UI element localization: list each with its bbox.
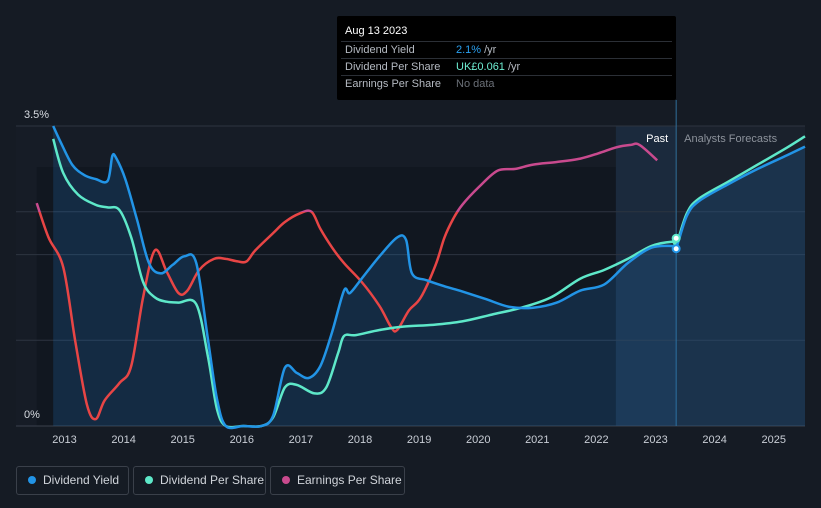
- forecast-region: [676, 126, 805, 426]
- marker-dividend-per-share: [671, 233, 681, 243]
- forecast-label: Analysts Forecasts: [684, 133, 777, 145]
- legend-label: Dividend Per Share: [160, 473, 265, 487]
- past-label: Past: [646, 133, 668, 145]
- x-tick-label: 2017: [289, 434, 313, 446]
- series-line-dividend-per-share: [51, 135, 806, 429]
- tooltip-value: No data: [456, 78, 495, 90]
- tooltip-value: UK£0.061/yr: [456, 61, 521, 73]
- series-line-dividend-yield: [52, 125, 806, 430]
- marker-dividend-yield: [671, 244, 681, 254]
- tooltip-date: Aug 13 2023: [345, 25, 408, 37]
- tooltip-label: Dividend Per Share: [345, 61, 441, 73]
- legend-label: Dividend Yield: [43, 473, 120, 487]
- x-tick-label: 2015: [170, 434, 194, 446]
- x-tick-label: 2024: [702, 434, 726, 446]
- x-tick-label: 2018: [348, 434, 372, 446]
- x-tick-label: 2021: [525, 434, 549, 446]
- series-line-earnings-per-share: [35, 142, 659, 421]
- tooltip-value: 2.1%/yr: [456, 44, 497, 56]
- x-tick-label: 2016: [230, 434, 254, 446]
- tooltip-row-dividend-yield: Dividend Yield 2.1%/yr: [341, 41, 672, 59]
- y-tick-label: 0%: [24, 409, 40, 421]
- x-tick-label: 2020: [466, 434, 490, 446]
- x-tick-label: 2019: [407, 434, 431, 446]
- past-highlight-region: [615, 126, 677, 426]
- legend-dot-icon: [28, 476, 36, 484]
- x-tick-label: 2014: [111, 434, 135, 446]
- legend-dot-icon: [282, 476, 290, 484]
- legend-item-dividend-yield[interactable]: Dividend Yield: [16, 466, 129, 495]
- legend-item-earnings-per-share[interactable]: Earnings Per Share: [270, 466, 405, 495]
- y-tick-label: 3.5%: [24, 109, 49, 121]
- x-tick-label: 2013: [52, 434, 76, 446]
- x-tick-label: 2022: [584, 434, 608, 446]
- x-tick-label: 2025: [761, 434, 785, 446]
- tooltip: Aug 13 2023 Dividend Yield 2.1%/yr Divid…: [337, 16, 676, 100]
- legend-dot-icon: [145, 476, 153, 484]
- legend-label: Earnings Per Share: [297, 473, 402, 487]
- dividend-yield-area: [53, 126, 805, 429]
- legend-item-dividend-per-share[interactable]: Dividend Per Share: [133, 466, 266, 495]
- tooltip-label: Dividend Yield: [345, 44, 415, 56]
- tooltip-row-earnings-per-share: Earnings Per Share No data: [341, 75, 672, 93]
- x-tick-label: 2023: [643, 434, 667, 446]
- tooltip-row-dividend-per-share: Dividend Per Share UK£0.061/yr: [341, 58, 672, 76]
- tooltip-label: Earnings Per Share: [345, 78, 441, 90]
